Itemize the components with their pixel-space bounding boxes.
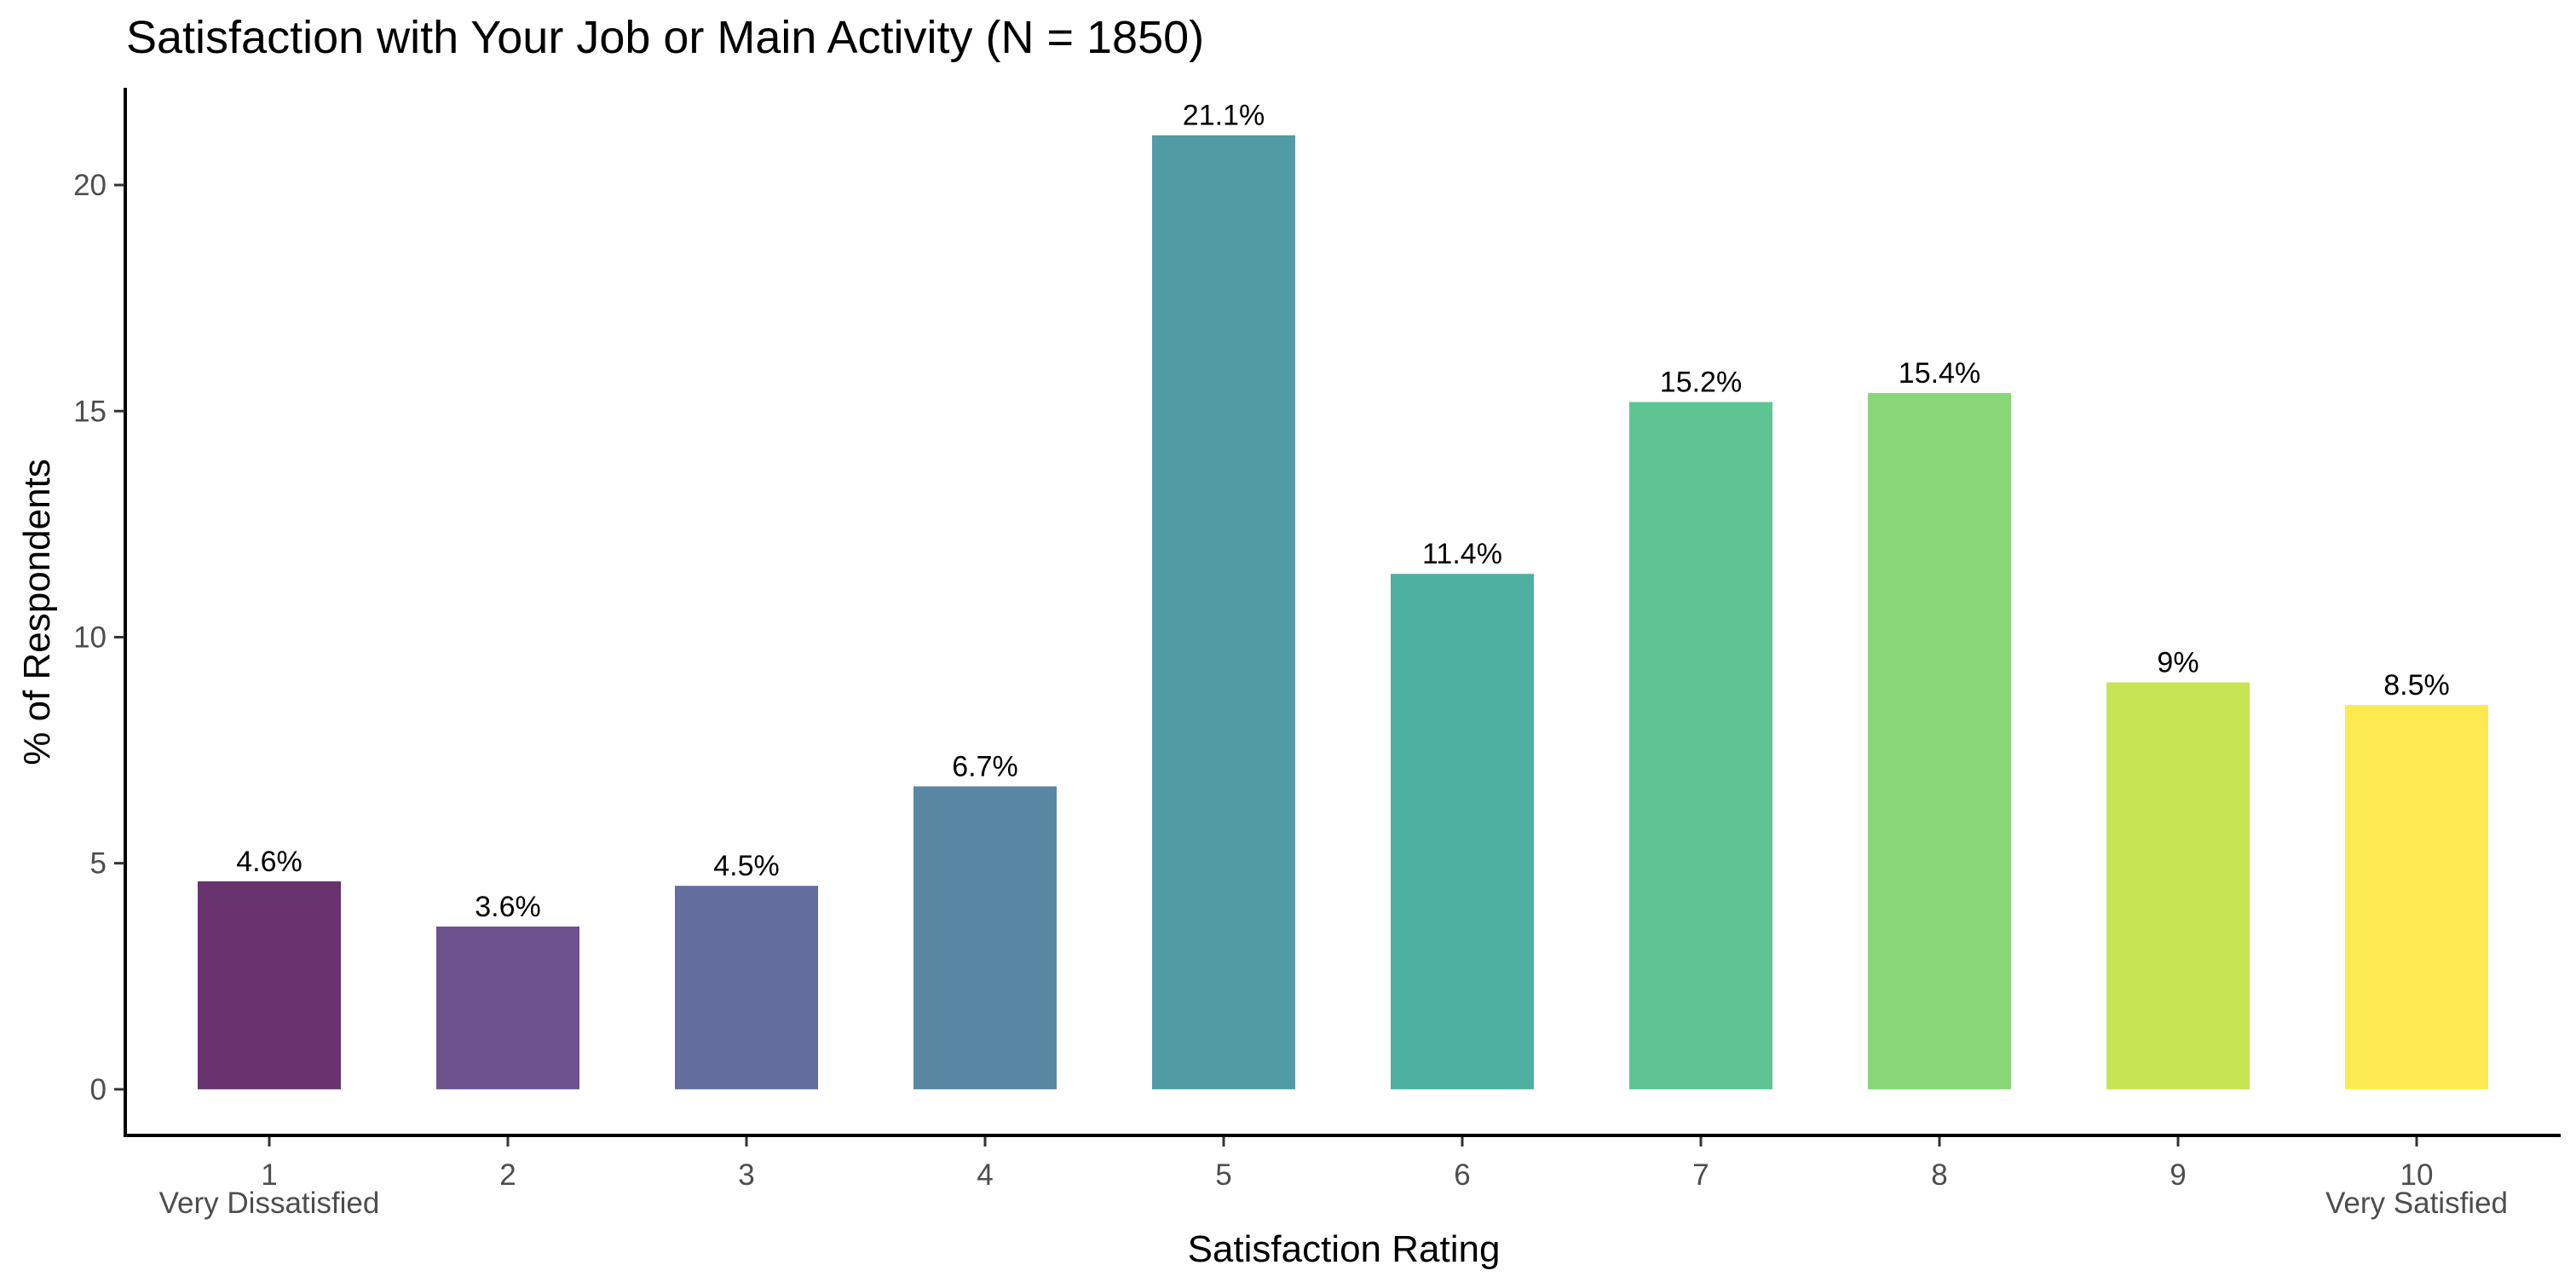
y-tick-label-5: 5 — [90, 847, 107, 881]
x-tick-label-7: 7 — [1692, 1158, 1709, 1192]
x-tick-label-10: 10 — [2400, 1158, 2434, 1192]
x-tick-label-1: 1 — [261, 1158, 277, 1192]
x-tick-label-8: 8 — [1931, 1158, 1947, 1192]
data-label-7: 15.2% — [1660, 367, 1742, 399]
y-tick-label-20: 20 — [73, 169, 107, 202]
bar-7 — [1629, 401, 1772, 1089]
y-tick-label-0: 0 — [90, 1073, 107, 1106]
data-label-9: 9% — [2157, 647, 2199, 679]
data-label-2: 3.6% — [475, 891, 541, 923]
x-tick-label-3: 3 — [738, 1158, 754, 1192]
data-label-3: 4.5% — [713, 850, 780, 882]
chart-title: Satisfaction with Your Job or Main Activ… — [126, 12, 1204, 63]
bars — [198, 135, 2488, 1089]
data-label-8: 15.4% — [1899, 357, 1980, 390]
x-axis-title: Satisfaction Rating — [1188, 1228, 1501, 1270]
bar-4 — [913, 786, 1057, 1089]
data-label-10: 8.5% — [2383, 669, 2450, 702]
x-tick-label-5: 5 — [1215, 1158, 1231, 1192]
bar-1 — [198, 881, 341, 1089]
data-label-1: 4.6% — [236, 846, 303, 878]
x-tick-sublabel-1: Very Dissatisfied — [159, 1187, 380, 1220]
x-tick-label-2: 2 — [499, 1158, 516, 1192]
y-tick-labels: 0 5 10 15 20 — [73, 169, 124, 1106]
bar-8 — [1868, 393, 2011, 1089]
x-tick-sublabel-10: Very Satisfied — [2325, 1187, 2508, 1220]
x-tick-label-6: 6 — [1454, 1158, 1470, 1192]
bar-3 — [675, 886, 818, 1089]
data-label-4: 6.7% — [952, 751, 1018, 783]
data-labels: 4.6% 3.6% 4.5% 6.7% 21.1% 11.4% 15.2% 15.4% 9% 8.… — [236, 100, 2450, 923]
y-tick-label-10: 10 — [73, 621, 107, 654]
data-label-5: 21.1% — [1183, 100, 1265, 132]
bar-2 — [436, 926, 579, 1089]
y-axis-title: % of Respondents — [16, 459, 58, 765]
bar-9 — [2106, 682, 2250, 1089]
bar-6 — [1391, 574, 1534, 1089]
bar-10 — [2345, 705, 2488, 1089]
x-tick-label-9: 9 — [2170, 1158, 2186, 1192]
y-tick-label-15: 15 — [73, 395, 107, 428]
bar-5 — [1152, 135, 1295, 1089]
x-tick-label-4: 4 — [977, 1158, 993, 1192]
data-label-6: 11.4% — [1422, 538, 1502, 570]
